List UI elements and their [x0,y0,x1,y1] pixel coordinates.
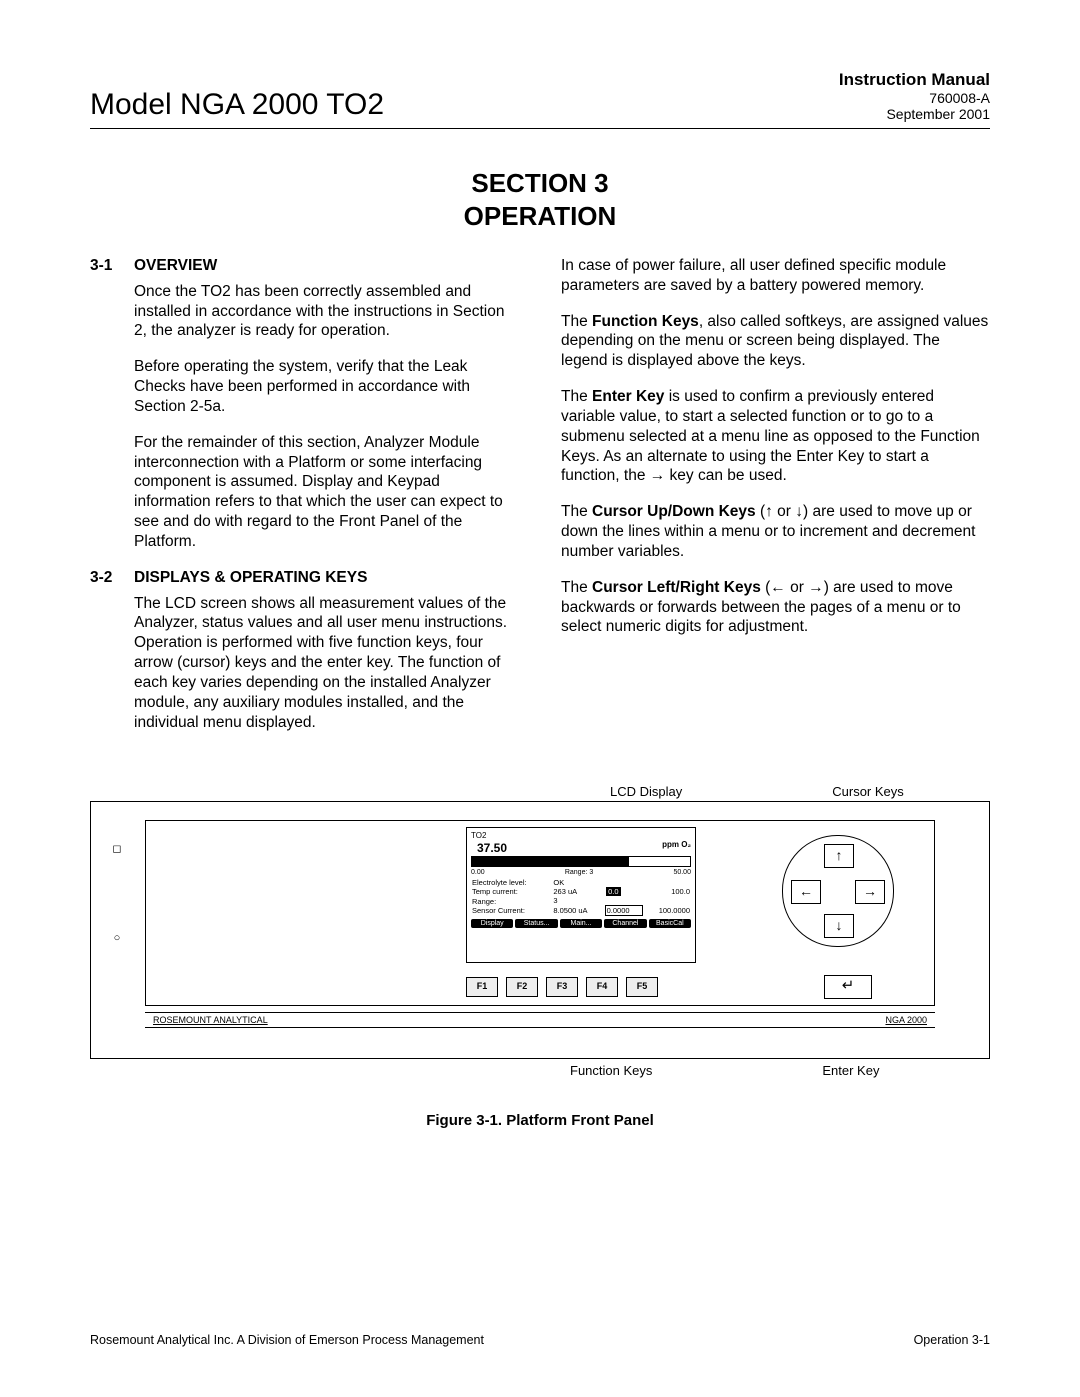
f2-key[interactable]: F2 [506,977,538,997]
s32-p1: The LCD screen shows all measurement val… [134,594,519,733]
f3-key[interactable]: F3 [546,977,578,997]
lcd-r4d: 100.0000 [642,906,691,916]
lcd-value: 37.50 [477,841,507,855]
lcd-r1a: Electrolyte level: [471,878,552,887]
page-header: Model NGA 2000 TO2 Instruction Manual 76… [90,70,990,129]
r-p5: The Cursor Left/Right Keys (← or →) are … [561,578,990,637]
ek-bold: Enter Key [592,388,664,405]
enter-key[interactable]: ↵ [824,975,872,999]
sub-3-1-num: 3-1 [90,256,134,276]
sk-main[interactable]: Main... [560,919,602,928]
cursor-keys-label: Cursor Keys [832,784,904,799]
lcd-screen: TO2 37.50 ppm O₂ 0.00 Range: 3 50.00 Ele… [466,827,696,963]
function-keys-label: Function Keys [570,1063,652,1078]
footer-right: Operation 3-1 [914,1333,990,1347]
sk-channel[interactable]: Channel [604,919,646,928]
header-right: Instruction Manual 760008-A September 20… [839,70,990,122]
lcd-tag: TO2 [471,831,691,840]
cursor-pad: ↑ ↓ ← → [782,835,894,947]
sub-3-2-title: DISPLAYS & OPERATING KEYS [134,568,367,588]
sub-3-1-title: OVERVIEW [134,256,217,276]
sk-status[interactable]: Status... [515,919,557,928]
lcd-bargraph [471,856,691,867]
sk-basiccal[interactable]: BasicCal [649,919,691,928]
scale-hi: 50.00 [673,869,691,876]
scale-mid: Range: 3 [565,869,593,876]
lcd-display-label: LCD Display [610,784,682,799]
cursor-up-key[interactable]: ↑ [824,844,854,868]
lcd-r2c: 0.0 [606,887,620,896]
cursor-left-key[interactable]: ← [791,880,821,904]
doc-number: 760008-A [839,90,990,106]
section-title: SECTION 3 OPERATION [90,167,990,232]
lcd-r2a: Temp current: [471,887,552,896]
r-p2: The Function Keys, also called softkeys,… [561,312,990,371]
cursor-right-key[interactable]: → [855,880,885,904]
port-2: ○ [111,932,123,950]
figure-caption: Figure 3-1. Platform Front Panel [90,1112,990,1129]
brand-left: ROSEMOUNT ANALYTICAL [153,1015,268,1025]
lcd-r3b: 3 [552,896,691,906]
left-column: 3-1 OVERVIEW Once the TO2 has been corre… [90,256,519,748]
brand-right: NGA 2000 [885,1015,927,1025]
r-p3: The Enter Key is used to confirm a previ… [561,387,990,486]
f5-key[interactable]: F5 [626,977,658,997]
figure-3-1: LCD Display Cursor Keys ◻ ○ TO2 37.50 pp… [90,784,990,1129]
lcd-table: Electrolyte level:OK Temp current:263 uA… [471,878,691,916]
lcd-r2d: 100.0 [642,887,691,896]
cud-bold: Cursor Up/Down Keys [592,503,756,520]
right-column: In case of power failure, all user defin… [561,256,990,748]
lcd-r4a: Sensor Current: [471,906,552,916]
device-inner: TO2 37.50 ppm O₂ 0.00 Range: 3 50.00 Ele… [145,820,935,1006]
function-keys: F1 F2 F3 F4 F5 [466,977,658,997]
brand-bar: ROSEMOUNT ANALYTICAL NGA 2000 [145,1012,935,1028]
cursor-down-key[interactable]: ↓ [824,914,854,938]
clr-bold: Cursor Left/Right Keys [592,579,761,596]
sub-3-2-num: 3-2 [90,568,134,588]
sk-display[interactable]: Display [471,919,513,928]
fk-bold: Function Keys [592,313,699,330]
doc-date: September 2001 [839,106,990,122]
r-p4: The Cursor Up/Down Keys (↑ or ↓) are use… [561,502,990,561]
model-title: Model NGA 2000 TO2 [90,88,384,122]
lcd-r3a: Range: [471,896,552,906]
manual-label: Instruction Manual [839,70,990,90]
enter-key-label: Enter Key [822,1063,879,1078]
device-outline: ◻ ○ TO2 37.50 ppm O₂ 0.00 Range: 3 50.00… [90,801,990,1059]
lcd-unit: ppm O₂ [662,840,691,849]
section-line2: OPERATION [90,200,990,233]
lcd-r4b: 8.0500 uA [552,906,605,916]
r-p1: In case of power failure, all user defin… [561,256,990,296]
s31-p3: For the remainder of this section, Analy… [134,433,519,552]
softkey-row: Display Status... Main... Channel BasicC… [471,919,691,928]
section-line1: SECTION 3 [90,167,990,200]
lcd-r4c: 0.0000 [605,906,642,916]
s31-p1: Once the TO2 has been correctly assemble… [134,282,519,341]
scale-lo: 0.00 [471,869,485,876]
lcd-r2b: 263 uA [552,887,605,896]
lcd-r1b: OK [552,878,691,887]
f4-key[interactable]: F4 [586,977,618,997]
f1-key[interactable]: F1 [466,977,498,997]
page-footer: Rosemount Analytical Inc. A Division of … [90,1333,990,1347]
footer-left: Rosemount Analytical Inc. A Division of … [90,1333,484,1347]
port-1: ◻ [111,842,123,860]
s31-p2: Before operating the system, verify that… [134,357,519,416]
